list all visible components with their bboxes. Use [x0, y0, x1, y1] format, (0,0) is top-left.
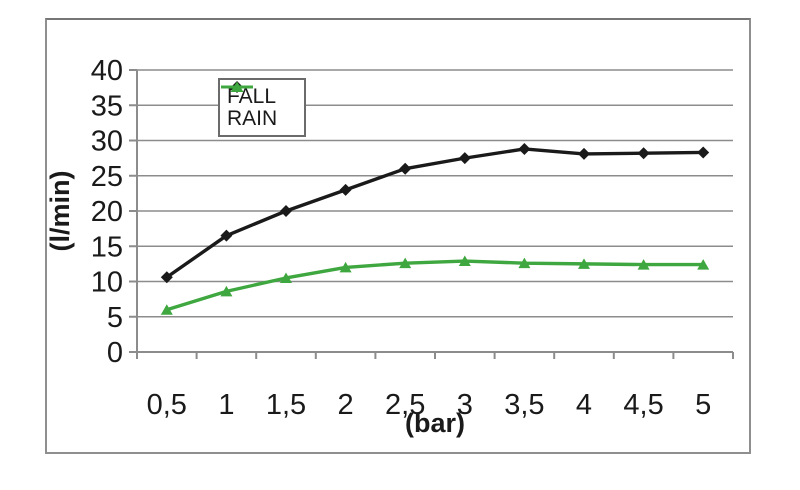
- marker-fall-9: [697, 146, 710, 159]
- rain-series-marker-icon: [221, 81, 253, 92]
- series-line-rain: [166, 259, 704, 312]
- x-tick-label-8: 4,5: [623, 389, 663, 421]
- y-tick-label-40: 40: [91, 55, 123, 87]
- marker-rain-4: [399, 257, 412, 269]
- x-tick-label-5: 3: [457, 389, 473, 421]
- y-axis-title: (l/min): [47, 171, 75, 252]
- marker-rain-6: [518, 257, 531, 269]
- marker-fall-8: [637, 147, 650, 160]
- marker-fall-3: [339, 183, 352, 196]
- marker-rain-8: [637, 259, 650, 270]
- y-tick-label-35: 35: [91, 90, 123, 122]
- y-tick-label-10: 10: [91, 267, 123, 299]
- y-tick-label-15: 15: [91, 231, 123, 263]
- x-tick-label-6: 3,5: [504, 389, 544, 421]
- legend-item-rain: RAIN: [221, 81, 304, 130]
- marker-fall-6: [518, 142, 531, 155]
- marker-fall-0: [160, 271, 173, 284]
- legend-label-rain: RAIN: [227, 107, 278, 130]
- marker-fall-7: [578, 147, 590, 160]
- y-tick-label-30: 30: [91, 126, 123, 158]
- marker-rain-2: [280, 272, 292, 283]
- x-tick-label-4: 2,5: [385, 389, 425, 421]
- x-tick-label-9: 5: [695, 389, 711, 421]
- x-axis-title: (bar): [405, 408, 465, 438]
- x-tick-label-1: 1: [218, 389, 234, 421]
- marker-fall-4: [399, 162, 412, 175]
- x-tick-label-3: 2: [338, 389, 354, 421]
- y-tick-label-5: 5: [107, 302, 123, 334]
- chart-container: 0 5 10 15 20 25 30 35 40 0,5 1 1,5 2 2,5 3 3,5 4 4,5 5 (l/m…: [45, 18, 751, 454]
- x-tick-label-0: 0,5: [147, 389, 187, 421]
- marker-fall-5: [458, 152, 471, 165]
- x-tick-label-7: 4: [576, 389, 592, 421]
- y-tick-label-0: 0: [107, 337, 123, 369]
- y-tick-label-25: 25: [91, 161, 123, 193]
- marker-rain-3: [339, 261, 352, 273]
- marker-rain-0: [160, 304, 173, 315]
- marker-fall-1: [220, 229, 233, 242]
- marker-rain-7: [578, 258, 590, 269]
- series-line-fall: [165, 147, 704, 279]
- legend: FALL RAIN: [218, 78, 306, 137]
- x-tick-label-2: 1,5: [266, 389, 306, 421]
- marker-fall-2: [280, 205, 292, 217]
- marker-rain-1: [220, 285, 233, 297]
- y-tick-label-20: 20: [91, 196, 123, 228]
- marker-rain-9: [697, 259, 710, 270]
- marker-rain-5: [458, 255, 471, 267]
